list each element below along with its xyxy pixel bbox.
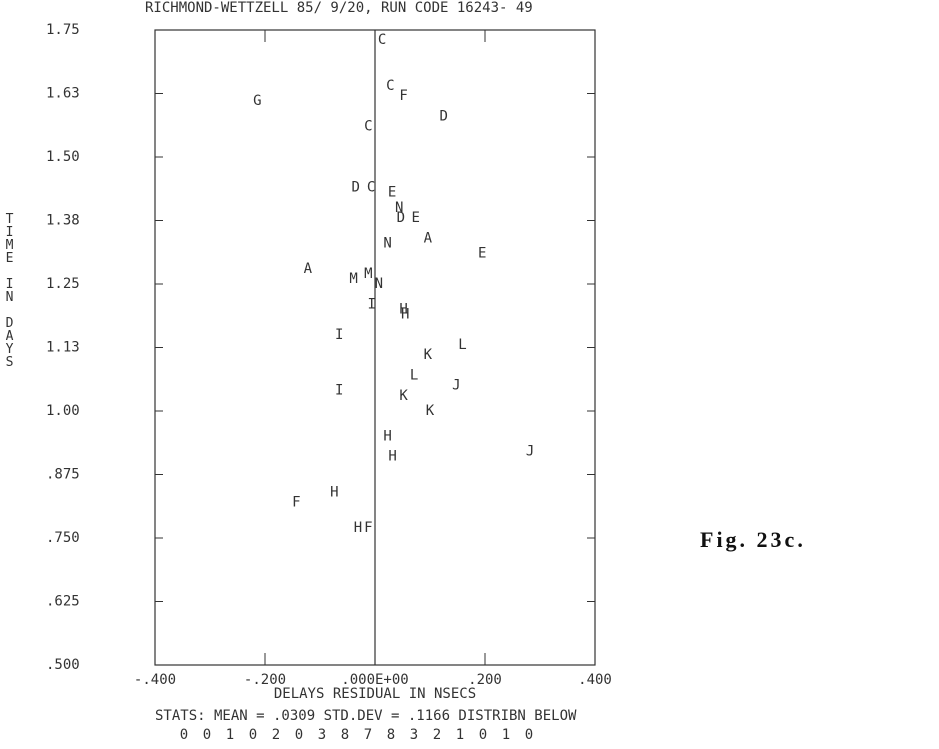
point: K [424,347,433,363]
point: A [304,261,313,277]
point: F [292,494,300,510]
point: C [386,78,394,94]
point: M [364,266,372,282]
point: C [367,179,375,195]
y-tick-label: 1.50 [46,149,80,165]
x-tick-label: .400 [578,672,612,688]
point: E [478,246,486,262]
point: I [335,327,343,343]
y-tick-label: 1.00 [46,403,80,419]
point: D [352,179,360,195]
x-tick-label: -.400 [134,672,176,688]
point: L [458,337,466,353]
point: K [399,388,408,404]
chart-title: RICHMOND-WETTZELL 85/ 9/20, RUN CODE 162… [145,0,533,16]
y-tick-label: 1.25 [46,276,80,292]
point: N [395,200,403,216]
figure-label: Fig. 23c. [700,527,806,552]
point: H [330,484,338,500]
y-tick-label: .750 [46,530,80,546]
x-axis-label: DELAYS RESIDUAL IN NSECS [274,686,476,702]
distribution-count: 1 [502,727,510,743]
point: D [440,108,448,124]
y-axis-label: TIME IN DAYS [2,212,17,368]
x-tick-label: .000E+00 [341,672,408,688]
point: M [349,271,357,287]
point: C [364,119,372,135]
distribution-count: 2 [433,727,441,743]
y-tick-label: 1.38 [46,213,80,229]
distribution-count: 0 [180,727,188,743]
distribution-count: 0 [525,727,533,743]
point: F [399,88,407,104]
x-tick-label: .200 [468,672,502,688]
point: C [378,32,386,48]
distribution-count: 0 [203,727,211,743]
point: J [452,378,460,394]
distribution-count: 1 [456,727,464,743]
point: K [426,403,435,419]
point: H [399,301,407,317]
point: I [367,296,375,312]
distribution-count: 3 [410,727,418,743]
distribution-count: 8 [341,727,349,743]
distribution-count: 2 [272,727,280,743]
distribution-count: 0 [249,727,257,743]
point: H [383,428,391,444]
y-tick-label: 1.13 [46,340,80,356]
point: J [526,444,534,460]
y-tick-label: .625 [46,594,80,610]
point: D [397,210,405,226]
distribution-count: 7 [364,727,372,743]
point: H [388,449,396,465]
point: E [411,210,419,226]
point: H [401,306,409,322]
point: F [364,520,372,536]
y-tick-label: 1.75 [46,22,80,38]
distribution-count: 1 [226,727,234,743]
point: L [410,367,418,383]
distribution-count: 3 [318,727,326,743]
y-tick-label: .875 [46,467,80,483]
distribution-count: 0 [479,727,487,743]
point: N [383,235,391,251]
distribution-count: 0 [295,727,303,743]
point: E [388,185,396,201]
point: I [335,383,343,399]
x-tick-label: -.200 [244,672,286,688]
y-tick-label: .500 [46,657,80,673]
point: G [253,93,261,109]
stats: STATS: MEAN = .0309 STD.DEV = .1166 DIST… [155,708,577,724]
point: A [424,230,433,246]
point: N [375,276,383,292]
y-tick-label: 1.63 [46,86,80,102]
point: H [354,520,362,536]
distribution-count: 8 [387,727,395,743]
